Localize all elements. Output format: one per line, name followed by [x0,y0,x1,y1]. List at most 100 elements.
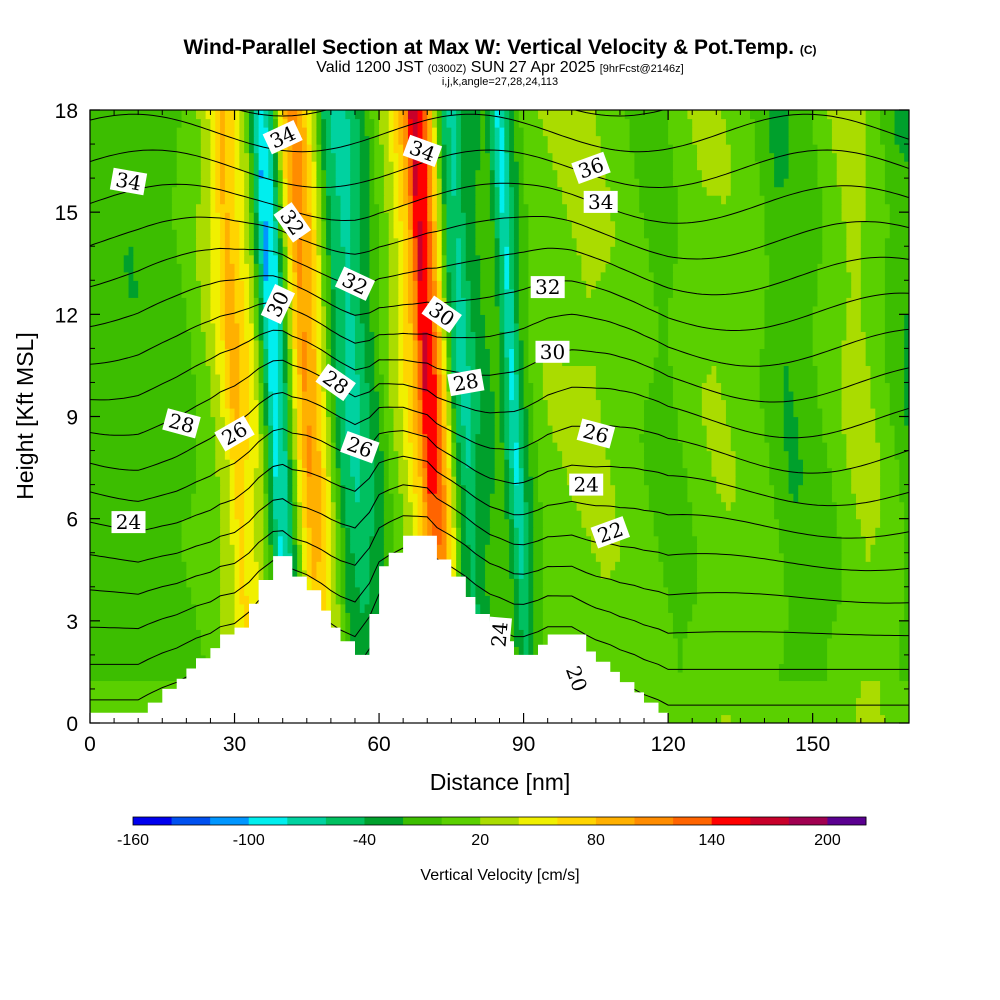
velocity-cell [297,527,303,537]
velocity-cell [764,229,823,239]
velocity-cell [301,561,308,571]
velocity-cell [321,297,327,307]
velocity-cell [446,161,452,171]
velocity-cell [523,382,534,392]
velocity-cell [220,127,226,137]
velocity-cell [427,118,433,128]
velocity-cell [330,544,337,554]
velocity-cell [301,535,308,545]
velocity-cell [721,110,751,120]
velocity-cell [369,195,375,205]
velocity-cell [383,152,390,162]
velocity-cell [653,280,674,290]
velocity-cell [721,390,761,401]
velocity-cell [244,186,250,196]
velocity-cell [301,186,308,196]
velocity-cell [239,118,245,128]
velocity-cell [354,322,366,332]
velocity-cell [870,373,886,384]
velocity-cell [441,178,448,188]
velocity-cell [591,544,621,554]
velocity-cell [369,186,375,196]
velocity-cell [345,356,356,367]
velocity-cell [388,459,399,469]
velocity-cell [330,603,342,613]
velocity-cell [509,433,520,443]
velocity-cell [340,450,351,460]
velocity-cell [350,527,375,537]
velocity-cell [432,535,443,545]
chart-subtitle: Valid 1200 JST (0300Z) SUN 27 Apr 2025 [… [0,59,1000,78]
velocity-cell [326,322,332,332]
velocity-cell [412,365,419,375]
velocity-cell [244,561,260,571]
velocity-cell [335,578,342,588]
velocity-cell [533,620,544,630]
velocity-cell [441,152,448,162]
velocity-cell [456,254,462,264]
velocity-cell [335,339,346,349]
velocity-cell [489,135,496,145]
velocity-cell [865,203,891,213]
velocity-cell [774,178,785,188]
velocity-cell [509,271,515,281]
velocity-cell [244,569,260,579]
velocity-cell [774,501,838,511]
velocity-cell [335,561,342,571]
velocity-cell [456,501,462,511]
velocity-cell [171,203,197,213]
velocity-cell [562,450,607,460]
velocity-cell [542,535,592,545]
contour-label: 34 [109,167,148,196]
velocity-cell [436,280,443,290]
velocity-cell [388,118,395,128]
velocity-cell [345,510,375,520]
velocity-cell [277,527,289,537]
velocity-cell [326,178,337,188]
velocity-cell [831,484,852,494]
velocity-cell [273,399,279,409]
velocity-cell [268,442,274,452]
velocity-cell [379,297,390,307]
velocity-cell [335,399,346,409]
velocity-cell [282,373,289,384]
velocity-cell [316,135,322,145]
velocity-cell [605,425,645,435]
velocity-cell [841,552,867,562]
velocity-cell [446,144,452,154]
velocity-cell [677,195,722,205]
velocity-cell [456,144,462,154]
velocity-cell [268,569,274,579]
velocity-cell [90,144,178,154]
velocity-cell [350,629,380,639]
velocity-cell [571,688,862,699]
velocity-cell [383,425,395,435]
velocity-cell [446,280,452,290]
velocity-cell [253,382,260,392]
velocity-cell [215,442,226,452]
velocity-cell [523,161,554,171]
velocity-cell [282,331,289,341]
velocity-cell [798,442,828,452]
velocity-cell [528,450,539,460]
velocity-cell [403,339,414,349]
velocity-cell [875,535,905,545]
velocity-cell [456,399,462,409]
velocity-cell [248,110,255,120]
velocity-cell [470,407,481,418]
velocity-cell [244,195,250,205]
velocity-cell [523,569,530,579]
velocity-cell [200,195,212,205]
velocity-cell [523,510,530,520]
velocity-cell [330,288,337,298]
velocity-cell [841,578,905,588]
velocity-cell [456,518,462,528]
velocity-cell [379,390,385,401]
velocity-cell [321,552,327,562]
velocity-cell [489,110,496,120]
velocity-cell [860,246,886,256]
velocity-cell [282,110,289,120]
velocity-cell [595,390,650,401]
velocity-cell [432,348,438,358]
velocity-cell [268,161,274,171]
